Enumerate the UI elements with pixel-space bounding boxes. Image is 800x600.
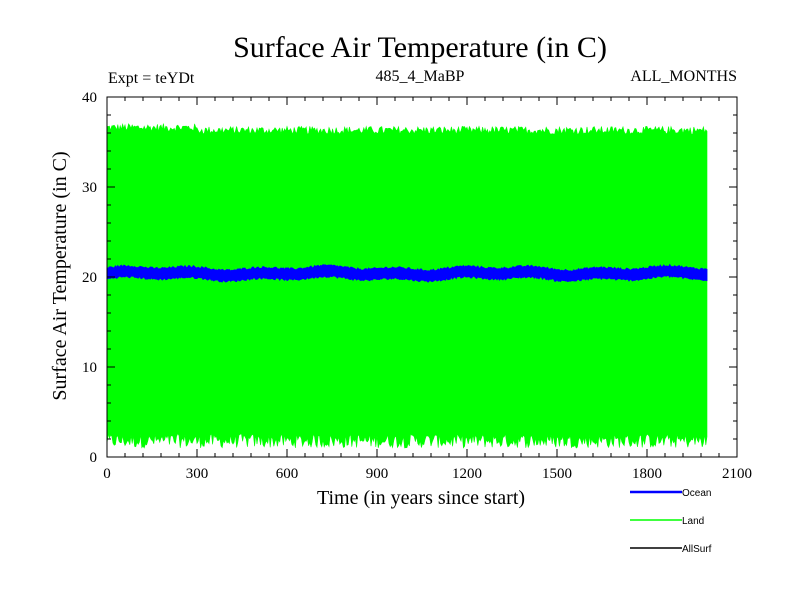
legend-label-land: Land	[682, 516, 704, 527]
plot-series	[106, 123, 708, 449]
y-tick-label: 20	[82, 270, 97, 286]
y-tick-label: 30	[82, 180, 97, 196]
y-axis-label: Surface Air Temperature (in C)	[49, 151, 71, 400]
x-tick-label: 300	[186, 466, 209, 482]
legend-label-allsurf: AllSurf	[682, 544, 712, 555]
x-tick-label: 1200	[452, 466, 482, 482]
x-tick-label: 1800	[632, 466, 662, 482]
x-tick-label: 0	[103, 466, 111, 482]
x-tick-label: 900	[366, 466, 389, 482]
axes-ticks: 0 300 600 900 1200 1500 1800 2100 0 10 20 30 40	[82, 90, 752, 482]
y-tick-label: 0	[90, 450, 98, 466]
series-ocean	[106, 263, 708, 283]
x-tick-label: 1500	[542, 466, 572, 482]
x-tick-label: 2100	[722, 466, 752, 482]
series-land	[106, 123, 708, 449]
legend: Ocean Land AllSurf	[630, 488, 712, 555]
subtitle-right: ALL_MONTHS	[630, 68, 737, 85]
y-tick-label: 40	[82, 90, 97, 106]
x-axis-label: Time (in years since start)	[317, 487, 525, 509]
x-tick-label: 600	[276, 466, 299, 482]
y-tick-label: 10	[82, 360, 97, 376]
legend-label-ocean: Ocean	[682, 488, 711, 499]
subtitle-left: Expt = teYDt	[108, 70, 195, 87]
chart-title: Surface Air Temperature (in C)	[233, 31, 607, 64]
subtitle-center: 485_4_MaBP	[376, 68, 465, 85]
